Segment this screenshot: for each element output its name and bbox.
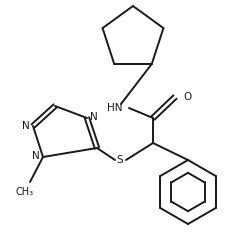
Text: N: N [90,112,98,122]
Text: N: N [22,121,30,131]
Text: O: O [183,92,191,102]
Text: CH₃: CH₃ [16,187,34,197]
Text: S: S [117,155,123,165]
Text: HN: HN [107,103,123,113]
Text: N: N [32,151,40,161]
